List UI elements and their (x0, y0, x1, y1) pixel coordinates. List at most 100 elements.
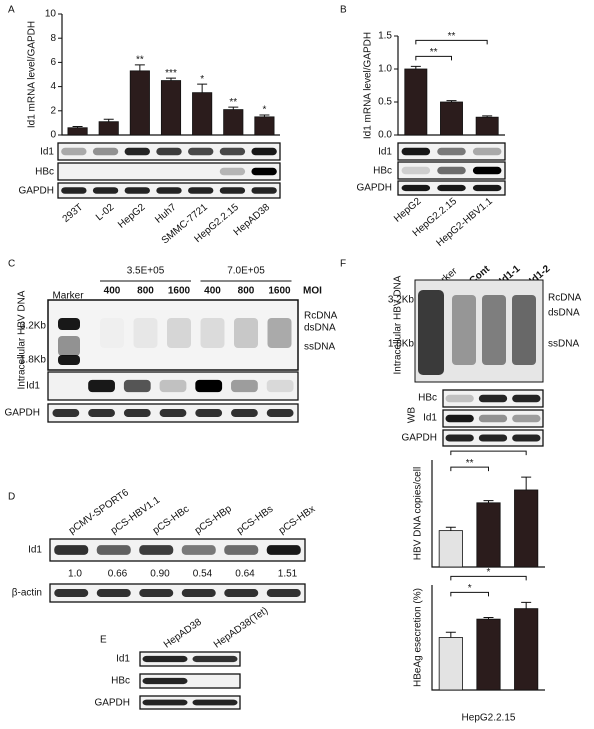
band (512, 414, 541, 423)
row-label: Id1 (40, 147, 54, 158)
smear (200, 318, 225, 348)
form-label: dsDNA (304, 323, 336, 334)
row-label: HBc (373, 166, 392, 177)
form-label: dsDNA (548, 308, 580, 319)
band (142, 677, 188, 685)
band (181, 589, 216, 597)
band (512, 434, 541, 442)
y-tick-label: 1.0 (378, 64, 392, 75)
significance: *** (165, 68, 177, 79)
error-bar (410, 65, 421, 69)
bar (254, 116, 275, 136)
significance: * (200, 74, 204, 85)
smear (512, 295, 536, 365)
error-bar (445, 526, 456, 531)
smear (167, 318, 191, 348)
bracket (450, 466, 489, 472)
band (124, 187, 150, 194)
error-bar (166, 77, 176, 81)
axis (431, 460, 545, 568)
error-bar (483, 617, 494, 620)
blot (47, 299, 299, 371)
bracket (450, 591, 489, 597)
band (437, 147, 466, 156)
moi-title: MOI (303, 286, 322, 297)
y-tick-label: 6 (50, 57, 56, 68)
row-label: β-actin (12, 588, 42, 599)
y-tick-label: 0.5 (378, 97, 392, 108)
smear (452, 295, 476, 365)
row-label: Id1 (26, 381, 40, 392)
band (124, 147, 150, 156)
band (266, 379, 294, 393)
band (437, 166, 466, 175)
band (219, 187, 246, 194)
error-bar (482, 115, 493, 118)
significance: ** (466, 458, 474, 469)
band (123, 409, 151, 417)
form-label: ssDNA (304, 342, 335, 353)
moi-label: 800 (238, 286, 255, 297)
row-label: HBc (111, 676, 130, 687)
panel-label: E (100, 635, 107, 646)
band (219, 147, 246, 156)
bar (514, 608, 539, 691)
row-label: Id1 (378, 147, 392, 158)
band (231, 409, 258, 417)
form-label: RcDNA (548, 293, 582, 304)
error-bar (228, 106, 239, 110)
band (61, 187, 87, 194)
smear (234, 318, 258, 348)
smear (267, 318, 292, 348)
error-bar (446, 100, 457, 102)
band (61, 147, 87, 156)
x-tick-label: L-02 (94, 202, 117, 224)
form-label: RcDNA (304, 311, 338, 322)
smear (133, 318, 158, 348)
axis (431, 585, 545, 691)
row-label: GAPDH (356, 183, 392, 194)
bracket (450, 450, 527, 456)
blot (57, 162, 281, 181)
band (445, 434, 474, 442)
smear (418, 290, 444, 375)
band (445, 414, 474, 423)
band (224, 545, 259, 555)
moi-label: 400 (204, 286, 221, 297)
y-tick-label: 10 (45, 9, 57, 20)
band (266, 589, 301, 597)
band (92, 147, 119, 156)
moi-label: 1600 (168, 286, 191, 297)
band (195, 409, 223, 417)
bar (223, 109, 244, 136)
smear (482, 295, 506, 365)
lane-label: HepAD38(Tet) (212, 605, 270, 650)
x-tick-label: HepG2 (116, 202, 148, 231)
moi-label: 800 (137, 286, 154, 297)
y-axis-label: Id1 mRNA level/GAPDH (27, 21, 38, 128)
row-label: GAPDH (4, 408, 40, 419)
y-tick-label: 2 (50, 105, 56, 116)
lane-label: pCS-HBp (193, 503, 234, 536)
band (156, 187, 182, 194)
band (437, 184, 466, 192)
bar (440, 101, 463, 136)
moi-label: 1600 (268, 286, 291, 297)
lane-label: pCS-HBx (277, 504, 317, 537)
bracket (415, 39, 488, 45)
band (472, 147, 502, 156)
lane-label: pCS-HBc (151, 504, 191, 537)
y-tick-label: 1.5 (378, 31, 392, 42)
significance: * (262, 105, 266, 116)
bar (160, 80, 182, 136)
ratio-label: 1.51 (278, 569, 298, 580)
band (88, 379, 115, 393)
band (181, 545, 216, 555)
panel-label: D (8, 492, 15, 503)
error-bar (197, 83, 208, 93)
x-axis-label: HepG2.2.15 (462, 713, 516, 724)
error-bar (259, 114, 270, 117)
band (512, 394, 541, 403)
row-label: Id1 (116, 654, 130, 665)
bar (98, 121, 119, 136)
